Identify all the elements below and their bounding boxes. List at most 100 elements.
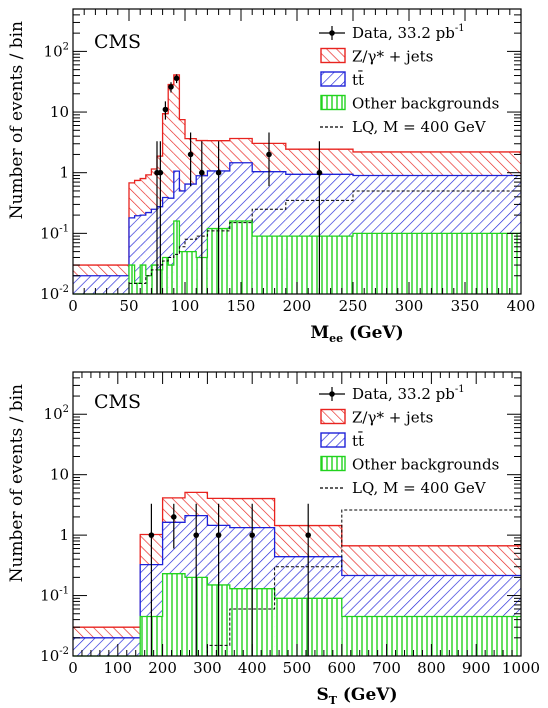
x-tick-label: 300 xyxy=(193,659,222,677)
x-tick-label: 100 xyxy=(171,297,200,315)
other-bar xyxy=(179,251,185,294)
other-bar xyxy=(162,573,185,656)
y-tick-label: 1 xyxy=(59,164,69,182)
legend-other-swatch xyxy=(320,94,346,111)
y-tick-label: 102 xyxy=(44,41,69,60)
x-tick-label: 50 xyxy=(119,297,138,315)
y-tick-label: 102 xyxy=(44,404,69,423)
legend-zjets-swatch xyxy=(320,408,346,425)
data-point xyxy=(316,169,323,176)
ttbar-bar xyxy=(73,275,129,294)
chart-title: CMS xyxy=(94,391,141,413)
ttbar-bar xyxy=(162,197,169,294)
zjets-bar xyxy=(168,84,174,295)
mee-panel: 0 50 100 150 200 250 300 350 400 10-2 10-1 1 10 102 Nu… xyxy=(7,8,536,345)
data-point xyxy=(305,532,312,538)
x-tick-label: 1000 xyxy=(502,659,540,677)
other-bar xyxy=(129,265,135,294)
other-bar xyxy=(185,251,197,294)
other-bar xyxy=(162,257,169,294)
data-point xyxy=(173,75,180,82)
other-bar xyxy=(134,283,141,294)
data-point xyxy=(171,514,177,520)
legend-data-marker xyxy=(329,391,335,397)
y-tick-label: 10-1 xyxy=(40,586,69,605)
y-tick-label: 10-2 xyxy=(40,646,69,665)
legend-ttbar-swatch xyxy=(320,432,346,448)
ttbar-bar xyxy=(140,215,146,294)
legend-zjets-label: Z/γ* + jets xyxy=(352,48,433,66)
ttbar-bar xyxy=(73,637,141,656)
data-point xyxy=(215,532,222,538)
y-tick-label: 10-2 xyxy=(40,284,69,303)
other-outline xyxy=(73,220,521,295)
y-tick-label: 10-1 xyxy=(40,223,69,242)
x-tick-label: 350 xyxy=(451,297,480,315)
legend-data-marker xyxy=(329,30,335,36)
data-point xyxy=(199,169,205,176)
legend-zjets-swatch xyxy=(320,47,346,64)
data-point xyxy=(249,532,255,538)
legend-ttbar-label: tt̄ xyxy=(352,71,364,89)
legend-other-label: Other backgrounds xyxy=(352,95,499,113)
legend-other-swatch xyxy=(320,455,346,472)
data-point xyxy=(168,84,174,90)
legend-data-label: Data, 33.2 pb-1 xyxy=(352,384,465,403)
x-tick-label: 500 xyxy=(283,659,312,677)
other-bar xyxy=(145,275,152,294)
ttbar-bar xyxy=(179,190,185,294)
ttbar-bar xyxy=(168,198,174,294)
ttbar-bar xyxy=(134,215,141,294)
data-point xyxy=(148,532,155,538)
x-tick-label: 200 xyxy=(283,297,312,315)
x-tick-label: 100 xyxy=(103,659,132,677)
x-tick-label: 900 xyxy=(462,659,491,677)
ttbar-bar xyxy=(129,217,135,294)
data-point xyxy=(266,151,272,158)
chart-title: CMS xyxy=(94,31,141,53)
x-tick-label: 300 xyxy=(395,297,424,315)
x-axis-label: ST (GeV) xyxy=(317,685,398,707)
legend-ttbar-label: tt̄ xyxy=(352,432,364,450)
x-tick-label: 400 xyxy=(238,659,267,677)
legend-data-label: Data, 33.2 pb-1 xyxy=(352,23,465,42)
y-axis-label: Number of events / bin xyxy=(7,384,27,582)
ttbar-bar xyxy=(151,209,157,294)
ttbar-outline xyxy=(73,162,521,277)
x-tick-label: 400 xyxy=(507,297,536,315)
other-bar xyxy=(168,265,174,294)
x-tick-label: 200 xyxy=(148,659,177,677)
st-panel: 0 100 200 300 400 500 600 700 800 900 1000 10-2 10-1… xyxy=(7,371,540,707)
data-point xyxy=(215,169,222,176)
data-point xyxy=(162,106,169,113)
x-axis-label: Mee (GeV) xyxy=(310,323,403,345)
other-bar xyxy=(229,220,253,294)
other-bar xyxy=(173,220,180,294)
ttbar-bar xyxy=(145,212,152,294)
lq-signal-line xyxy=(129,190,521,284)
x-tick-label: 0 xyxy=(68,297,78,315)
legend-zjets-label: Z/γ* + jets xyxy=(352,409,433,427)
x-tick-label: 700 xyxy=(372,659,401,677)
legend-lq-label: LQ, M = 400 GeV xyxy=(352,479,487,497)
y-tick-label: 1 xyxy=(59,526,69,544)
legend: Data, 33.2 pb-1 Z/γ* + jets tt̄ Other backg… xyxy=(319,384,499,497)
y-axis-label: Number of events / bin xyxy=(7,21,27,219)
other-bar xyxy=(353,233,521,294)
y-tick-label: 10 xyxy=(50,103,69,121)
x-tick-label: 600 xyxy=(327,659,356,677)
legend-ttbar-swatch xyxy=(320,71,346,87)
x-tick-label: 250 xyxy=(339,297,368,315)
x-tick-label: 0 xyxy=(68,659,78,677)
other-bar xyxy=(252,236,286,294)
x-tick-label: 150 xyxy=(227,297,256,315)
legend-other-label: Other backgrounds xyxy=(352,456,499,474)
data-point xyxy=(157,169,164,176)
data-point xyxy=(193,532,199,538)
y-tick-label: 10 xyxy=(50,466,69,484)
legend: Data, 33.2 pb-1 Z/γ* + jets tt̄ Other backg… xyxy=(319,23,499,136)
legend-lq-label: LQ, M = 400 GeV xyxy=(352,118,487,136)
other-bar xyxy=(140,265,146,294)
zjets-outline xyxy=(73,74,521,266)
other-bar xyxy=(151,265,157,294)
